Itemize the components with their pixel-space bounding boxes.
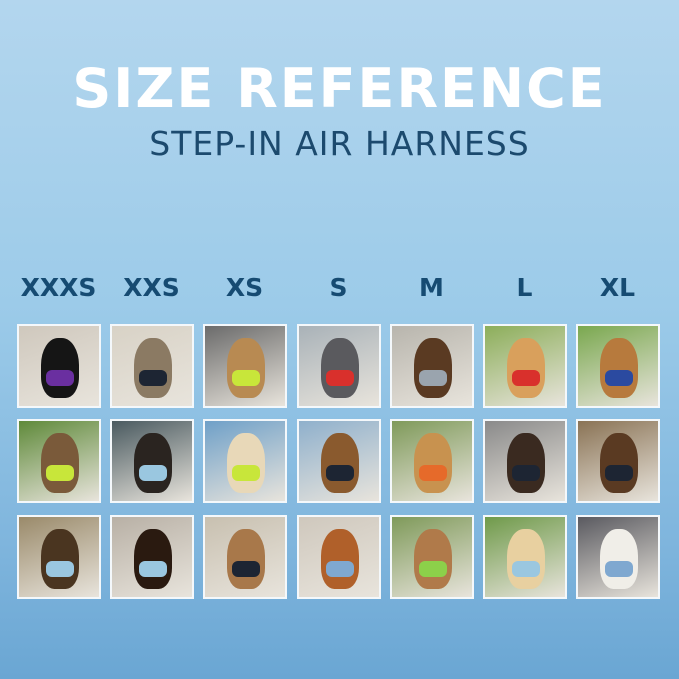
pet-photo-xs-2 [203, 419, 287, 503]
pet-photo-xxs-1 [110, 324, 194, 408]
pet-photo-xxxs-2 [17, 419, 101, 503]
harness [46, 561, 74, 577]
harness [139, 370, 167, 386]
pet-figure [321, 529, 359, 589]
pet-photo-xxs-3 [110, 515, 194, 599]
size-label-m: M [419, 273, 444, 302]
harness [232, 465, 260, 481]
harness [419, 465, 447, 481]
pet-figure [600, 338, 638, 398]
pet-photo-m-1 [390, 324, 474, 408]
pet-photo-m-2 [390, 419, 474, 503]
pet-photo-s-2 [297, 419, 381, 503]
page-subtitle: STEP-IN AIR HARNESS [149, 124, 530, 163]
harness [605, 370, 633, 386]
pet-figure [600, 433, 638, 493]
harness [605, 561, 633, 577]
harness [326, 370, 354, 386]
pet-figure [41, 529, 79, 589]
harness [512, 370, 540, 386]
pet-photo-l-2 [483, 419, 567, 503]
harness [46, 370, 74, 386]
harness [512, 465, 540, 481]
harness [419, 370, 447, 386]
pet-figure [507, 529, 545, 589]
pet-figure [321, 338, 359, 398]
pet-photo-xl-1 [576, 324, 660, 408]
harness [326, 561, 354, 577]
pet-photo-xxs-2 [110, 419, 194, 503]
pet-photo-xl-2 [576, 419, 660, 503]
pet-photo-s-1 [297, 324, 381, 408]
pet-figure [41, 433, 79, 493]
size-label-xs: XS [225, 273, 264, 302]
harness [419, 561, 447, 577]
pet-figure [321, 433, 359, 493]
pet-figure [414, 529, 452, 589]
pet-figure [414, 433, 452, 493]
pet-photo-xxxs-1 [17, 324, 101, 408]
page-title: SIZE REFERENCE [72, 57, 607, 120]
pet-figure [134, 433, 172, 493]
pet-photo-xs-3 [203, 515, 287, 599]
pet-figure [134, 529, 172, 589]
pet-figure [600, 529, 638, 589]
pet-figure [227, 529, 265, 589]
pet-figure [134, 338, 172, 398]
pet-figure [227, 338, 265, 398]
harness [512, 561, 540, 577]
harness [605, 465, 633, 481]
pet-figure [507, 338, 545, 398]
pet-figure [414, 338, 452, 398]
size-label-xxxs: XXXS [20, 273, 97, 302]
pet-photo-l-3 [483, 515, 567, 599]
harness [139, 561, 167, 577]
harness [139, 465, 167, 481]
pet-photo-s-3 [297, 515, 381, 599]
harness [232, 370, 260, 386]
harness [232, 561, 260, 577]
pet-figure [227, 433, 265, 493]
pet-photo-xs-1 [203, 324, 287, 408]
size-label-xl: XL [599, 273, 636, 302]
pet-photo-m-3 [390, 515, 474, 599]
pet-photo-l-1 [483, 324, 567, 408]
size-label-s: S [329, 273, 348, 302]
pet-photo-xl-3 [576, 515, 660, 599]
harness [46, 465, 74, 481]
pet-figure [507, 433, 545, 493]
size-label-l: L [516, 273, 533, 302]
pet-figure [41, 338, 79, 398]
pet-photo-xxxs-3 [17, 515, 101, 599]
harness [326, 465, 354, 481]
size-label-xxs: XXS [123, 273, 180, 302]
